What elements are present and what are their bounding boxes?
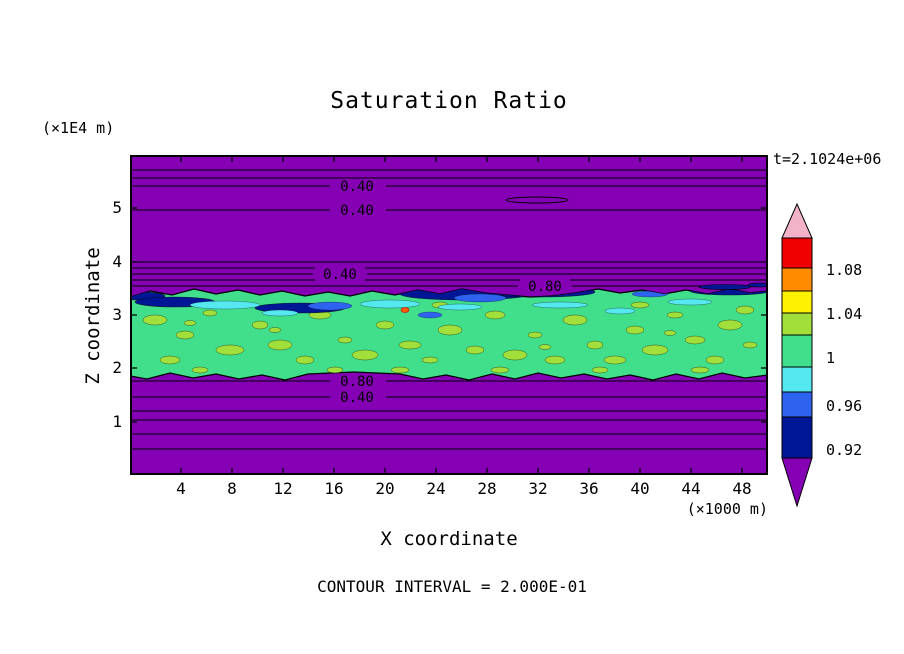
contour-label: 0.40 — [340, 203, 374, 219]
y-tick-label: 4 — [112, 252, 122, 271]
x-tick-label: 8 — [227, 479, 237, 498]
contour-plot-area: 0.40 0.40 0.40 0.80 0.80 0.40 — [129, 155, 771, 475]
x-tick-label: 24 — [426, 479, 446, 498]
colorbar — [781, 202, 813, 508]
y-axis-unit: (×1E4 m) — [42, 119, 115, 137]
x-tick-label: 32 — [528, 479, 548, 498]
colorbar-segment-red — [781, 237, 813, 269]
contour-lines — [130, 169, 768, 450]
blue-patches — [307, 290, 669, 319]
x-axis-title: X coordinate — [380, 528, 518, 550]
colorbar-segment-blue — [781, 391, 813, 418]
page-title: Saturation Ratio — [330, 88, 568, 114]
y-tick-label: 2 — [112, 358, 122, 377]
colorbar-segment-navy — [781, 416, 813, 459]
contour-label: 0.40 — [323, 267, 357, 283]
contour-label: 0.80 — [528, 279, 562, 295]
x-tick-label: 12 — [273, 479, 293, 498]
colorbar-label: 0.96 — [826, 397, 863, 415]
colorbar-label: 1.08 — [826, 261, 863, 279]
time-label: t=2.1024e+06 — [773, 150, 882, 168]
contour-labels: 0.40 0.40 0.40 0.80 0.80 0.40 — [315, 179, 570, 406]
colorbar-segment-yellow-green — [781, 312, 813, 336]
colorbar-segment-orange — [781, 267, 813, 292]
contour-label: 0.80 — [340, 374, 374, 390]
colorbar-segment-purple — [781, 457, 813, 508]
x-tick-label: 48 — [732, 479, 752, 498]
contour-label: 0.40 — [340, 179, 374, 195]
x-tick-label: 40 — [630, 479, 650, 498]
x-tick-label: 4 — [176, 479, 186, 498]
colorbar-segment-pink — [781, 202, 813, 239]
contour-interval-label: CONTOUR INTERVAL = 2.000E-01 — [317, 577, 587, 596]
y-tick-label: 3 — [112, 305, 122, 324]
contour-label: 0.40 — [340, 390, 374, 406]
cyan-patches — [189, 298, 713, 317]
x-tick-label: 36 — [579, 479, 599, 498]
colorbar-label: 1.04 — [826, 305, 863, 323]
contour-plot: 0.40 0.40 0.40 0.80 0.80 0.40 — [129, 155, 771, 475]
x-tick-label: 16 — [324, 479, 344, 498]
orange-spot — [400, 307, 410, 313]
colorbar-segment-yellow — [781, 290, 813, 314]
x-tick-label: 20 — [375, 479, 395, 498]
colorbar-label: 1 — [826, 349, 836, 367]
x-tick-label: 44 — [681, 479, 701, 498]
y-tick-label: 1 — [112, 412, 122, 431]
x-axis-unit: (×1000 m) — [686, 500, 768, 518]
colorbar-segment-spring-green — [781, 334, 813, 368]
speckle-patches — [142, 301, 758, 374]
colorbar-label: 0.92 — [826, 441, 863, 459]
x-tick-label: 28 — [477, 479, 497, 498]
y-tick-label: 5 — [112, 198, 122, 217]
colorbar-segment-cyan — [781, 366, 813, 393]
plot-frame — [130, 155, 768, 475]
tick-marks — [130, 155, 768, 475]
